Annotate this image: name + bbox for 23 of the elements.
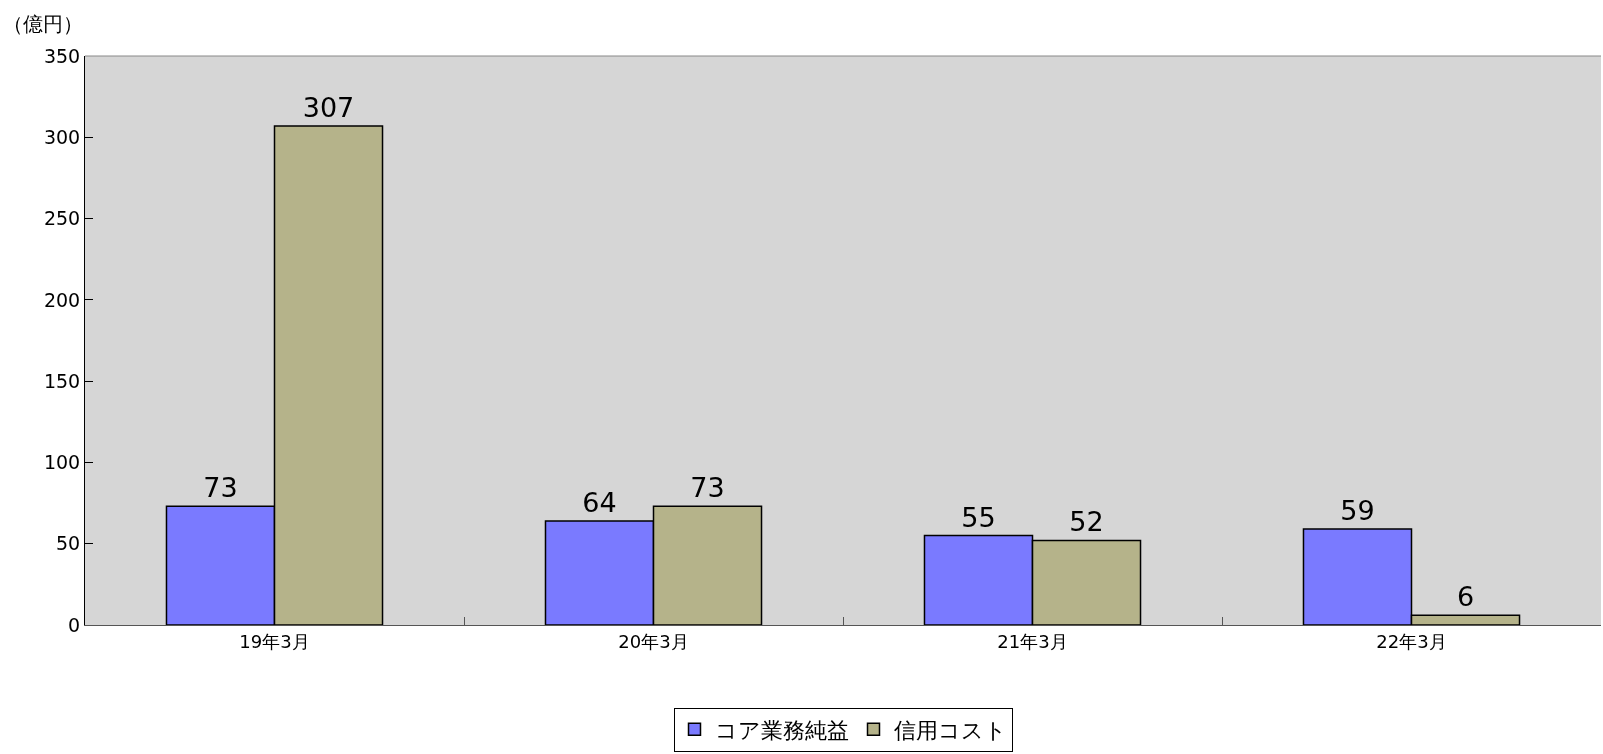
y-tick-label: 50 bbox=[56, 532, 81, 555]
data-label: 55 bbox=[961, 501, 996, 533]
y-tick-label: 200 bbox=[43, 288, 81, 311]
data-label: 59 bbox=[1340, 495, 1375, 527]
y-tick-label: 250 bbox=[43, 207, 81, 230]
x-tick-label: 20年3月 bbox=[618, 630, 689, 652]
y-tick-label: 0 bbox=[68, 613, 81, 636]
y-tick-label: 100 bbox=[43, 451, 81, 474]
y-tick-label: 300 bbox=[43, 125, 81, 148]
x-tick-label: 22年3月 bbox=[1376, 630, 1447, 652]
x-tick-label: 21年3月 bbox=[997, 630, 1068, 652]
legend-label: コア業務純益 bbox=[714, 717, 849, 743]
y-tick-label: 150 bbox=[43, 369, 81, 392]
legend-label: 信用コスト bbox=[893, 717, 1007, 743]
x-tick-label: 19年3月 bbox=[239, 630, 310, 652]
data-label: 73 bbox=[203, 472, 238, 504]
y-tick-label: 350 bbox=[43, 44, 81, 67]
data-label: 64 bbox=[582, 486, 617, 518]
y-axis-title: （億円） bbox=[3, 12, 83, 36]
data-label: 52 bbox=[1069, 506, 1104, 538]
data-label: 73 bbox=[690, 472, 725, 504]
data-label: 6 bbox=[1456, 581, 1475, 613]
data-label: 307 bbox=[302, 91, 355, 123]
